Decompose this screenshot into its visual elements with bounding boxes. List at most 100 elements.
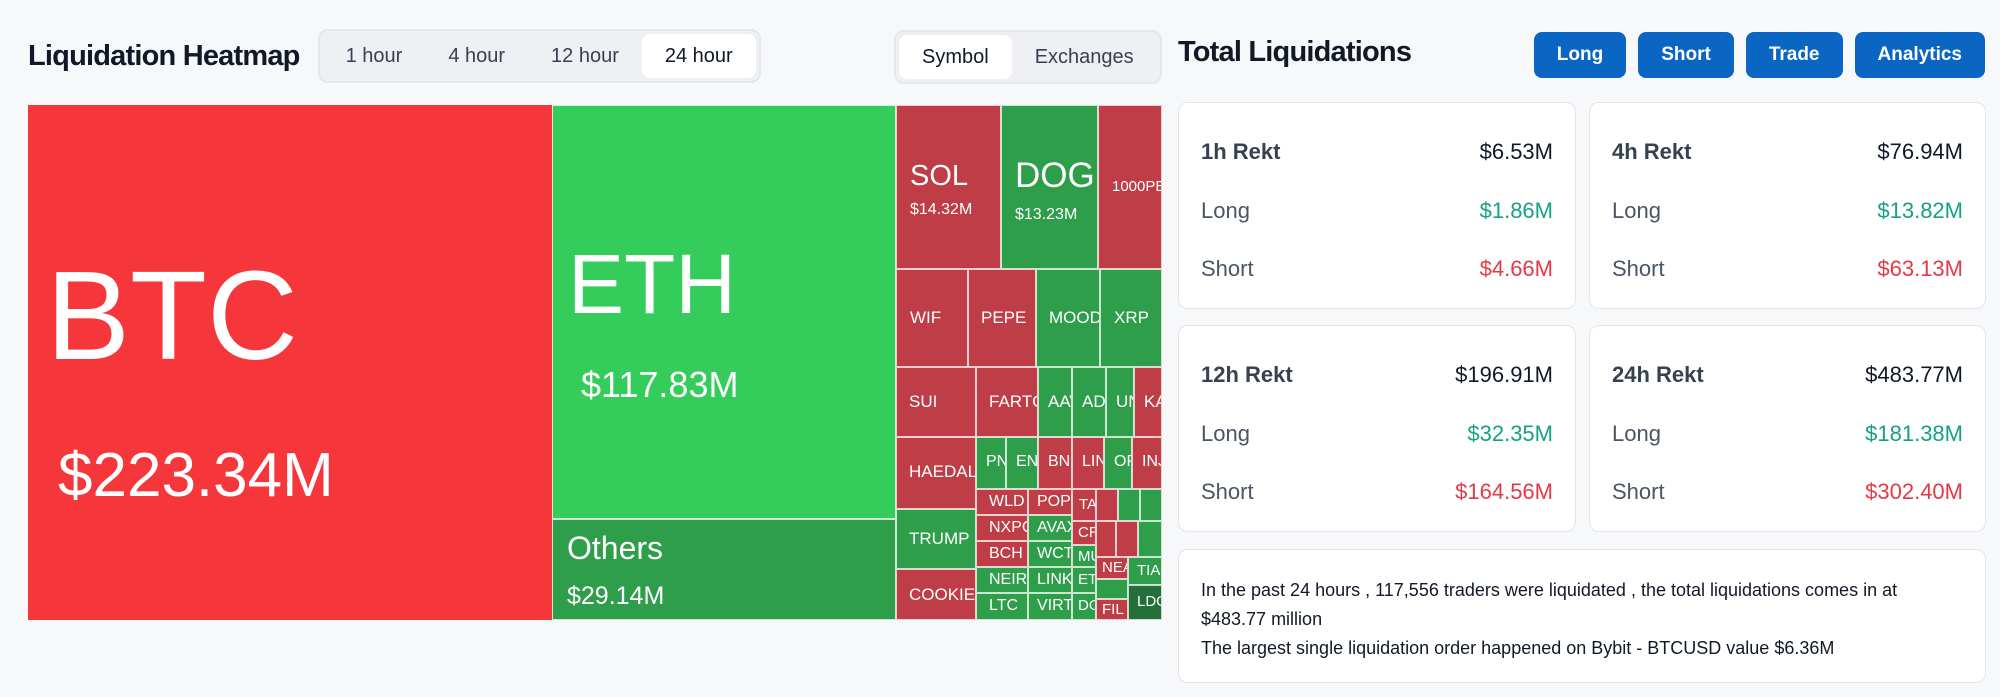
card-long-row: Long $32.35M bbox=[1201, 421, 1553, 447]
summary-line-1: In the past 24 hours , 117,556 traders w… bbox=[1201, 580, 1898, 629]
card-total: $196.91M bbox=[1455, 362, 1553, 387]
tile-ena[interactable]: ENA bbox=[1006, 437, 1038, 489]
card-label: 1h Rekt bbox=[1201, 139, 1281, 164]
tile-kaito[interactable]: KAITO bbox=[1134, 367, 1162, 437]
tile-link-2[interactable]: LINK bbox=[1028, 567, 1072, 593]
tile-ltc[interactable]: LTC bbox=[976, 593, 1028, 620]
tile-wct[interactable]: WCT bbox=[1028, 541, 1072, 567]
rekt-card-4h: 4h Rekt $76.94M Long $13.82M Short $63.13M bbox=[1589, 102, 1986, 309]
long-value: $1.86M bbox=[1479, 198, 1553, 223]
tile-small-6[interactable] bbox=[1138, 521, 1162, 557]
short-button[interactable]: Short bbox=[1638, 32, 1734, 78]
tile-name: WCT bbox=[1037, 545, 1072, 562]
tile-1000pepe[interactable]: 1000PEPE bbox=[1098, 105, 1162, 269]
tile-name: BNB bbox=[1048, 453, 1071, 470]
tile-aave[interactable]: AAVE bbox=[1038, 367, 1072, 437]
view-selector: Symbol Exchanges bbox=[894, 30, 1162, 84]
tile-others[interactable]: Others $29.14M bbox=[552, 519, 896, 620]
tile-bch[interactable]: BCH bbox=[976, 541, 1028, 567]
tile-name: AVAX bbox=[1037, 519, 1071, 536]
tile-name: NEAR bbox=[1102, 559, 1127, 576]
tile-bnb[interactable]: BNB bbox=[1038, 437, 1072, 489]
tile-mubarak[interactable]: MUBARAK bbox=[1072, 545, 1096, 567]
summary-line-2: The largest single liquidation order hap… bbox=[1201, 638, 1835, 658]
tile-btc[interactable]: BTC $223.34M bbox=[28, 105, 552, 620]
tile-near[interactable]: NEAR bbox=[1096, 557, 1128, 579]
tile-virtual[interactable]: VIRTUAL bbox=[1028, 593, 1072, 620]
long-button[interactable]: Long bbox=[1533, 32, 1627, 78]
tile-ldo[interactable]: LDO bbox=[1128, 585, 1162, 620]
short-label: Short bbox=[1612, 256, 1665, 281]
tile-moodeng[interactable]: MOODENG bbox=[1036, 269, 1100, 367]
tile-pnut[interactable]: PNUT bbox=[976, 437, 1006, 489]
tile-sol[interactable]: SOL $14.32M bbox=[896, 105, 1001, 269]
long-value: $32.35M bbox=[1467, 421, 1553, 446]
tile-small-3[interactable] bbox=[1140, 489, 1162, 521]
timeframe-24h[interactable]: 24 hour bbox=[641, 34, 756, 78]
tile-cookie[interactable]: COOKIE bbox=[896, 569, 976, 620]
tile-value: $14.32M bbox=[910, 201, 973, 218]
long-label: Long bbox=[1612, 198, 1661, 223]
tile-name: MOODENG bbox=[1049, 308, 1099, 327]
tile-name: KAITO bbox=[1144, 392, 1161, 411]
card-long-row: Long $13.82M bbox=[1612, 198, 1963, 224]
rekt-card-24h: 24h Rekt $483.77M Long $181.38M Short $302.… bbox=[1589, 325, 1986, 532]
tile-op[interactable]: OP bbox=[1104, 437, 1132, 489]
trade-button[interactable]: Trade bbox=[1745, 32, 1843, 78]
tile-name: VIRTUAL bbox=[1037, 597, 1071, 614]
tile-name: HAEDAL bbox=[909, 462, 976, 481]
tile-fartcoin[interactable]: FARTCOIN bbox=[976, 367, 1038, 437]
tile-near-2[interactable] bbox=[1096, 579, 1128, 599]
tile-dot[interactable]: DOT bbox=[1072, 593, 1096, 620]
card-total: $6.53M bbox=[1479, 139, 1553, 164]
tile-wld[interactable]: WLD bbox=[976, 489, 1028, 515]
tile-xrp[interactable]: XRP bbox=[1100, 269, 1162, 367]
tile-trump[interactable]: TRUMP bbox=[896, 509, 976, 569]
tile-link[interactable]: LINK bbox=[1072, 437, 1104, 489]
short-value: $63.13M bbox=[1877, 256, 1963, 281]
tile-wif[interactable]: WIF bbox=[896, 269, 968, 367]
card-header-row: 12h Rekt $196.91M bbox=[1201, 362, 1553, 388]
tile-name: FARTCOIN bbox=[989, 392, 1037, 411]
tile-popcat[interactable]: POPCAT bbox=[1028, 489, 1072, 515]
tile-avax[interactable]: AVAX bbox=[1028, 515, 1072, 541]
tile-sui[interactable]: SUI bbox=[896, 367, 976, 437]
tile-small-2[interactable] bbox=[1118, 489, 1140, 521]
tile-inj[interactable]: INJ bbox=[1132, 437, 1162, 489]
tile-eth[interactable]: ETH $117.83M bbox=[552, 105, 896, 519]
tile-small-5[interactable] bbox=[1116, 521, 1138, 557]
tile-etc[interactable]: ETC bbox=[1072, 567, 1096, 593]
tile-name: OP bbox=[1114, 453, 1131, 470]
tile-fil[interactable]: FIL bbox=[1096, 599, 1128, 620]
card-short-row: Short $4.66M bbox=[1201, 256, 1553, 282]
view-symbol[interactable]: Symbol bbox=[899, 35, 1012, 79]
tile-tia[interactable]: TIA bbox=[1128, 557, 1162, 585]
timeframe-selector: 1 hour 4 hour 12 hour 24 hour bbox=[317, 29, 761, 83]
tile-name: NEIRO bbox=[989, 571, 1028, 588]
analytics-button[interactable]: Analytics bbox=[1854, 32, 1985, 78]
card-label: 24h Rekt bbox=[1612, 362, 1704, 387]
tile-name: COOKIE bbox=[909, 585, 976, 604]
timeframe-4h[interactable]: 4 hour bbox=[448, 45, 506, 67]
short-label: Short bbox=[1201, 256, 1254, 281]
short-value: $4.66M bbox=[1479, 256, 1553, 281]
tile-neiro[interactable]: NEIRO bbox=[976, 567, 1028, 593]
tile-uni[interactable]: UNI bbox=[1106, 367, 1134, 437]
tile-nxpc[interactable]: NXPC bbox=[976, 515, 1028, 541]
tile-small-4[interactable] bbox=[1096, 521, 1116, 557]
long-value: $13.82M bbox=[1877, 198, 1963, 223]
view-exchanges[interactable]: Exchanges bbox=[1034, 46, 1134, 68]
timeframe-1h[interactable]: 1 hour bbox=[345, 45, 403, 67]
tile-doge[interactable]: DOGE $13.23M bbox=[1001, 105, 1098, 269]
tile-haedal[interactable]: HAEDAL bbox=[896, 437, 976, 509]
timeframe-12h[interactable]: 12 hour bbox=[551, 45, 619, 67]
tile-tao[interactable]: TAO bbox=[1072, 489, 1096, 521]
tile-crv[interactable]: CRV bbox=[1072, 521, 1096, 545]
tile-name: TRUMP bbox=[909, 529, 970, 548]
tile-name: LTC bbox=[989, 597, 1019, 614]
tile-value: $223.34M bbox=[58, 441, 334, 510]
tile-small-1[interactable] bbox=[1096, 489, 1118, 521]
tile-name: ADA bbox=[1082, 392, 1106, 411]
tile-ada[interactable]: ADA bbox=[1072, 367, 1106, 437]
tile-pepe[interactable]: PEPE bbox=[968, 269, 1036, 367]
